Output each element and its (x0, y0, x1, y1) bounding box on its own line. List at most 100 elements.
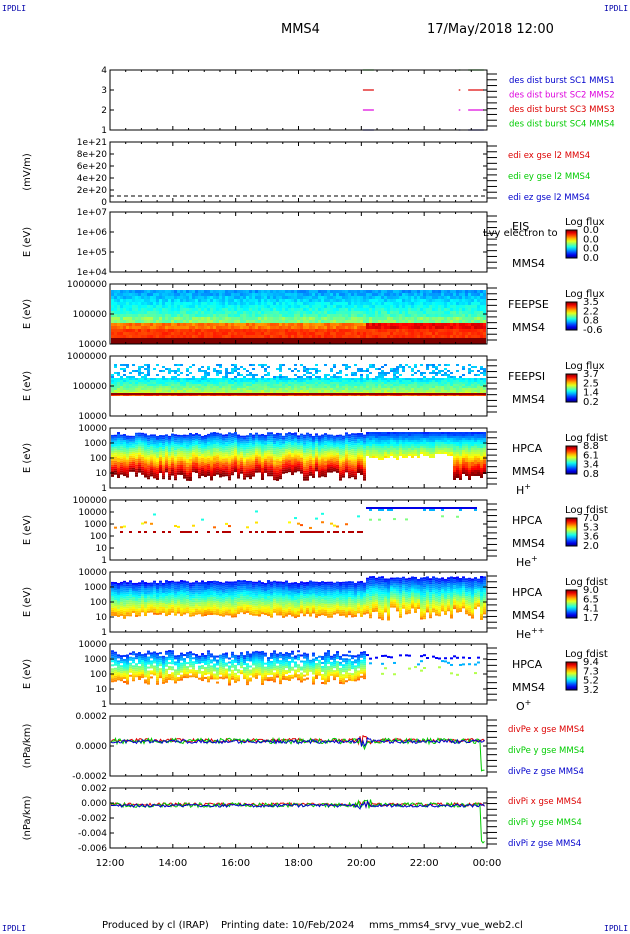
hpca_o-ytick: 1 (101, 700, 107, 710)
hpca_o-mission-label: MMS4 (512, 681, 545, 694)
feepsi-colorbar-tick: 3.7 (583, 369, 599, 380)
eis-colorbar-tick: 0.0 (583, 225, 599, 236)
eis-ylabel: E (eV) (22, 227, 33, 257)
hpca_hepp-mission-label: MMS4 (512, 609, 545, 622)
feepse-colorbar-title: Log flux (565, 289, 605, 300)
feepse-colorbar-tick: 0.8 (583, 316, 599, 327)
edi-ytick: 0 (101, 198, 107, 208)
hpca_hepp-species-label: He++ (516, 626, 544, 641)
corner-label-bottom-left: IPDLI (2, 924, 27, 933)
x-tick-label: 16:00 (221, 858, 250, 869)
hpca_o-ytick: 1000 (84, 655, 107, 665)
divpe-ytick: -0.0002 (72, 772, 107, 782)
burst-ytick: 4 (101, 66, 107, 76)
hpca_hepp-panel (111, 576, 486, 621)
feepsi-colorbar-tick: 1.4 (583, 388, 599, 399)
hpca_o-colorbar-tick: 7.3 (583, 666, 599, 677)
divpi-ytick: 0.002 (81, 784, 107, 794)
hpca_hepp-colorbar-tick: 1.7 (583, 613, 599, 624)
feepse-mission-label: MMS4 (512, 321, 545, 334)
divpe-ytick: 0.0000 (76, 742, 108, 752)
hpca_hepp-colorbar-tick: 9.0 (583, 585, 599, 596)
divpe-frame (109, 715, 488, 777)
divpi-ytick: 0.000 (81, 799, 107, 809)
divpi-legend-entry: divPi z gse MMS4 (508, 839, 581, 849)
hpca_hepp-ytick: 10000 (78, 568, 107, 578)
divpe-legend-entry: divPe x gse MMS4 (508, 725, 585, 735)
edi-ytick: 4e+20 (77, 174, 108, 184)
feepsi-colorbar-tick: 0.2 (583, 397, 599, 408)
eis-mission-label: MMS4 (512, 257, 545, 270)
hpca_h-colorbar-tick: 8.8 (583, 441, 599, 452)
feepse-colorbar-tick: 3.5 (583, 297, 599, 308)
hpca_hepp-ytick: 1000 (84, 583, 107, 593)
feepsi-colorbar-title: Log flux (565, 361, 605, 372)
hpca_he-ytick: 10000 (78, 508, 107, 518)
edi-legend-entry: edi ez gse l2 MMS4 (508, 193, 590, 203)
feepse-colorbar-tick: 2.2 (583, 306, 599, 317)
hpca_hepp-ytick: 10 (96, 613, 108, 623)
eis-ytick: 1e+05 (77, 248, 107, 258)
edi-frame (109, 141, 488, 203)
corner-label-bottom-right: IPDLI (604, 924, 629, 933)
feepse-panel (111, 290, 486, 344)
divpe-series-line (110, 736, 485, 748)
edi-ytick: 6e+20 (77, 162, 108, 172)
eis-ytick: 1e+04 (77, 268, 108, 278)
feepse-ytick: 10000 (78, 340, 107, 350)
feepsi-instrument-label: FEEPSI (508, 370, 545, 383)
hpca_hepp-colorbar (565, 589, 578, 619)
hpca_h-ytick: 10 (96, 469, 108, 479)
hpca_he-species-label: He+ (516, 554, 538, 569)
burst-ytick: 3 (101, 86, 107, 96)
hpca_o-panel (111, 650, 480, 686)
hpca_o-species-label: O+ (516, 698, 531, 713)
hpca_he-panel (114, 507, 477, 533)
eis-colorbar-tick: 0.0 (583, 253, 599, 264)
footer-produced-by: Produced by cl (IRAP) (102, 920, 209, 931)
hpca_he-colorbar-tick: 3.6 (583, 532, 599, 543)
hpca_h-ylabel: E (eV) (22, 443, 33, 473)
feepse-colorbar (565, 301, 578, 331)
hpca_hepp-colorbar-title: Log fdist (565, 577, 608, 588)
hpca_he-mission-label: MMS4 (512, 537, 545, 550)
hpca_he-ylabel: E (eV) (22, 515, 33, 545)
divpi-ytick: -0.006 (78, 844, 107, 854)
eis-overlay-text: Lvy electron to (483, 228, 558, 239)
divpe-legend-entry: divPe z gse MMS4 (508, 767, 584, 777)
x-tick-label: 20:00 (347, 858, 376, 869)
eis-ytick: 1e+06 (77, 228, 108, 238)
burst-ytick: 2 (101, 106, 107, 116)
hpca_he-ytick: 1 (101, 556, 107, 566)
feepsi-ytick: 100000 (73, 382, 108, 392)
eis-colorbar-tick: 0.0 (583, 244, 599, 255)
burst-frame (109, 69, 488, 131)
feepsi-colorbar-tick: 2.5 (583, 378, 599, 389)
edi-ytick: 2e+20 (77, 186, 108, 196)
hpca_hepp-instrument-label: HPCA (512, 586, 543, 599)
feepse-ytick: 100000 (73, 310, 108, 320)
x-tick-label: 18:00 (284, 858, 313, 869)
hpca_h-ytick: 1 (101, 484, 107, 494)
hpca_o-colorbar-tick: 5.2 (583, 676, 599, 687)
divpe-panel (110, 734, 485, 772)
hpca_he-colorbar-tick: 2.0 (583, 541, 599, 552)
feepsi-colorbar (565, 373, 578, 403)
hpca_o-ytick: 10 (96, 685, 108, 695)
edi-ylabel: (mV/m) (22, 153, 33, 191)
divpi-legend-entry: divPi y gse MMS4 (508, 818, 582, 828)
footer-printing-date: Printing date: 10/Feb/2024 (221, 920, 355, 931)
feepsi-ytick: 1000000 (67, 352, 107, 362)
eis-instrument-label: EIS (512, 220, 529, 233)
hpca_h-ytick: 100 (90, 454, 107, 464)
hpca_h-colorbar (565, 445, 578, 475)
x-tick-label: 22:00 (410, 858, 439, 869)
x-tick-label: 14:00 (158, 858, 187, 869)
divpe-ylabel: (nPa/km) (22, 724, 33, 769)
divpi-legend-entry: divPi x gse MMS4 (508, 797, 582, 807)
hpca_he-ytick: 100000 (73, 496, 108, 506)
hpca_hepp-ytick: 1 (101, 628, 107, 638)
divpi-ylabel: (nPa/km) (22, 796, 33, 841)
eis-ytick: 1e+07 (77, 208, 107, 218)
hpca_he-ytick: 100 (90, 532, 107, 542)
